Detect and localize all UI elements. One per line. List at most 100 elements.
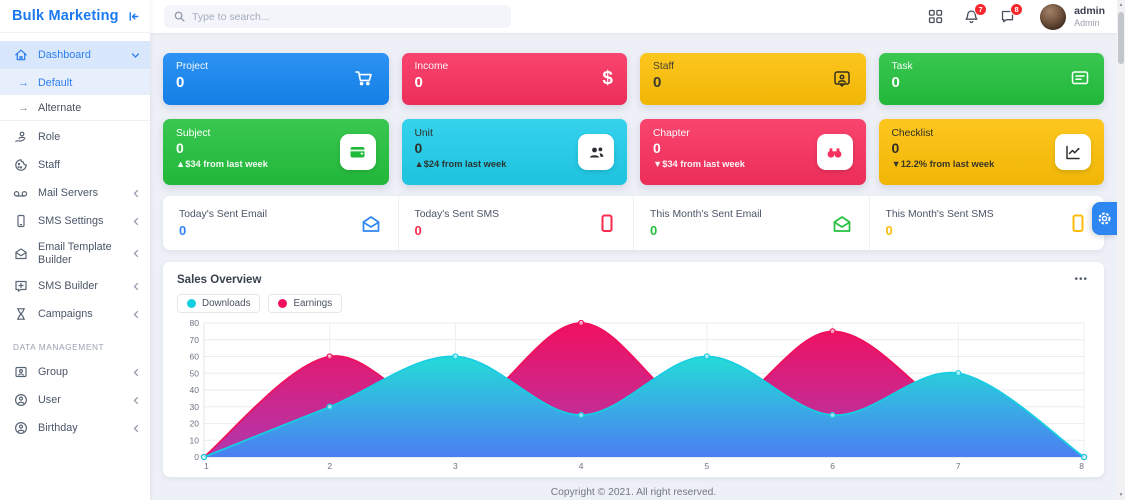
trend-card-unit[interactable]: Unit 0 ▲$24 from last week [401, 119, 627, 185]
mini-stat-value: 0 [885, 223, 893, 238]
stat-title: Project [176, 61, 209, 72]
mini-stat-todays-sent-email[interactable]: Today's Sent Email 0 [163, 196, 398, 250]
brand-logo: Bulk Marketing [12, 8, 119, 24]
sidebar-item-email-template-builder[interactable]: Email Template Builder [0, 235, 150, 272]
legend-dot [278, 299, 288, 308]
sidebar-item-mail-servers[interactable]: Mail Servers [0, 179, 150, 207]
card-options-icon[interactable]: ••• [1074, 274, 1088, 285]
page-scrollbar[interactable]: ▲ ▼ [1117, 0, 1125, 500]
svg-text:70: 70 [190, 335, 200, 345]
bell-icon[interactable]: 7 [964, 2, 988, 25]
sidebar-item-dashboard[interactable]: Dashboard [0, 41, 150, 69]
legend-label: Downloads [202, 298, 251, 309]
stat-value: 0 [891, 74, 900, 91]
scrollbar-thumb[interactable] [1118, 12, 1124, 64]
trend-delta: ▲$24 from last week [414, 159, 507, 169]
sidebar-item-label: Default [38, 76, 73, 89]
trend-value: 0 [414, 140, 423, 156]
legend-item-downloads[interactable]: Downloads [177, 294, 261, 313]
chevron-left-icon [132, 310, 140, 319]
stat-card-income[interactable]: Income 0 $ [401, 53, 627, 105]
chevron-left-icon [132, 424, 140, 433]
envelope-icon [13, 246, 28, 261]
scroll-up-icon[interactable]: ▲ [1118, 2, 1124, 8]
envelope-icon [360, 214, 382, 234]
message-icon[interactable]: 8 [1000, 3, 1024, 24]
search-box[interactable] [164, 5, 511, 28]
smartphone-icon [597, 213, 617, 234]
sales-chart: 0 10 20 30 40 50 60 70 80 1 2 3 4 5 6 7 8 [177, 315, 1090, 473]
stat-card-staff[interactable]: Staff 0 [640, 53, 866, 105]
svg-text:50: 50 [190, 368, 200, 378]
mini-stat-todays-sent-sms[interactable]: Today's Sent SMS 0 [397, 196, 634, 250]
sidebar-item-birthday[interactable]: Birthday [0, 414, 150, 442]
search-input[interactable] [192, 10, 501, 23]
trend-title: Checklist [891, 128, 934, 139]
trend-value: 0 [891, 140, 900, 156]
sidebar-item-sms-builder[interactable]: SMS Builder [0, 272, 150, 300]
sidebar-item-label: SMS Settings [38, 214, 104, 227]
sidebar-collapse-icon[interactable] [127, 10, 140, 23]
svg-text:3: 3 [453, 461, 458, 471]
sidebar-item-campaigns[interactable]: Campaigns [0, 300, 150, 328]
legend-item-earnings[interactable]: Earnings [268, 294, 343, 313]
footer-copyright: Copyright © 2021. All right reserved. [550, 487, 717, 498]
logo-row: Bulk Marketing [0, 0, 150, 33]
people-icon [587, 144, 606, 161]
mini-stat-months-sent-sms[interactable]: This Month's Sent SMS 0 [868, 196, 1105, 250]
user-menu[interactable]: admin Admin [1040, 3, 1105, 30]
avatar [1040, 3, 1067, 30]
chevron-left-icon [132, 189, 140, 198]
mini-stat-label: Today's Sent Email [179, 209, 268, 220]
trend-card-chapter[interactable]: Chapter 0 ▼$34 from last week [640, 119, 866, 185]
trend-delta: ▲$34 from last week [176, 159, 268, 169]
sidebar-item-staff[interactable]: Staff [0, 151, 150, 179]
chevron-left-icon [132, 217, 140, 226]
cookie-icon [13, 158, 28, 173]
user-circle-icon [13, 421, 28, 436]
trend-card-subject[interactable]: Subject 0 ▲$34 from last week [163, 119, 389, 185]
user-role: Admin [1074, 17, 1100, 28]
stat-card-task[interactable]: Task 0 [878, 53, 1104, 105]
svg-text:8: 8 [1079, 461, 1084, 471]
scroll-down-icon[interactable]: ▼ [1118, 492, 1124, 498]
chat-icon [1070, 70, 1090, 89]
sidebar-item-alternate[interactable]: → Alternate [0, 95, 150, 120]
mini-stat-value: 0 [414, 223, 422, 238]
sidebar-item-label: Role [38, 130, 61, 143]
binoculars-icon [825, 144, 844, 161]
stat-title: Task [891, 61, 913, 72]
svg-text:6: 6 [830, 461, 835, 471]
sidebar-item-label: Mail Servers [38, 186, 98, 199]
sidebar-item-label: Dashboard [38, 48, 91, 61]
smartphone-icon [1068, 213, 1088, 234]
main-content: Project 0 Income 0 $ Staff 0 Task 0 Subj… [150, 33, 1117, 500]
svg-text:2: 2 [327, 461, 332, 471]
trend-card-checklist[interactable]: Checklist 0 ▼12.2% from last week [878, 119, 1104, 185]
mini-stat-months-sent-email[interactable]: This Month's Sent Email 0 [633, 196, 869, 250]
svg-text:0: 0 [194, 452, 199, 462]
stat-value: 0 [176, 74, 185, 91]
sidebar-item-group[interactable]: Group [0, 358, 150, 386]
sidebar-item-default[interactable]: → Default [0, 70, 150, 95]
role-icon [13, 130, 28, 145]
section-label-data-management: DATA MANAGEMENT [13, 342, 105, 352]
chart-legend: Downloads Earnings [177, 294, 1090, 313]
sidebar-item-role[interactable]: Role [0, 123, 150, 151]
chevron-left-icon [132, 396, 140, 405]
grid-apps-icon[interactable] [928, 9, 943, 24]
sidebar-item-label: Email Template Builder [38, 241, 112, 266]
chevron-left-icon [132, 282, 140, 291]
svg-text:80: 80 [190, 318, 200, 328]
arrow-right-icon: → [18, 101, 29, 114]
chart-icon [1064, 144, 1082, 161]
sidebar-item-sms-settings[interactable]: SMS Settings [0, 207, 150, 235]
top-bar: 7 8 admin Admin [150, 0, 1117, 33]
mini-stat-label: This Month's Sent SMS [885, 209, 994, 220]
sidebar-item-user[interactable]: User [0, 386, 150, 414]
cart-icon [354, 69, 375, 89]
trend-delta: ▼$34 from last week [653, 159, 745, 169]
sidebar-item-label: User [38, 393, 61, 406]
settings-fab[interactable] [1092, 202, 1117, 235]
stat-card-project[interactable]: Project 0 [163, 53, 389, 105]
